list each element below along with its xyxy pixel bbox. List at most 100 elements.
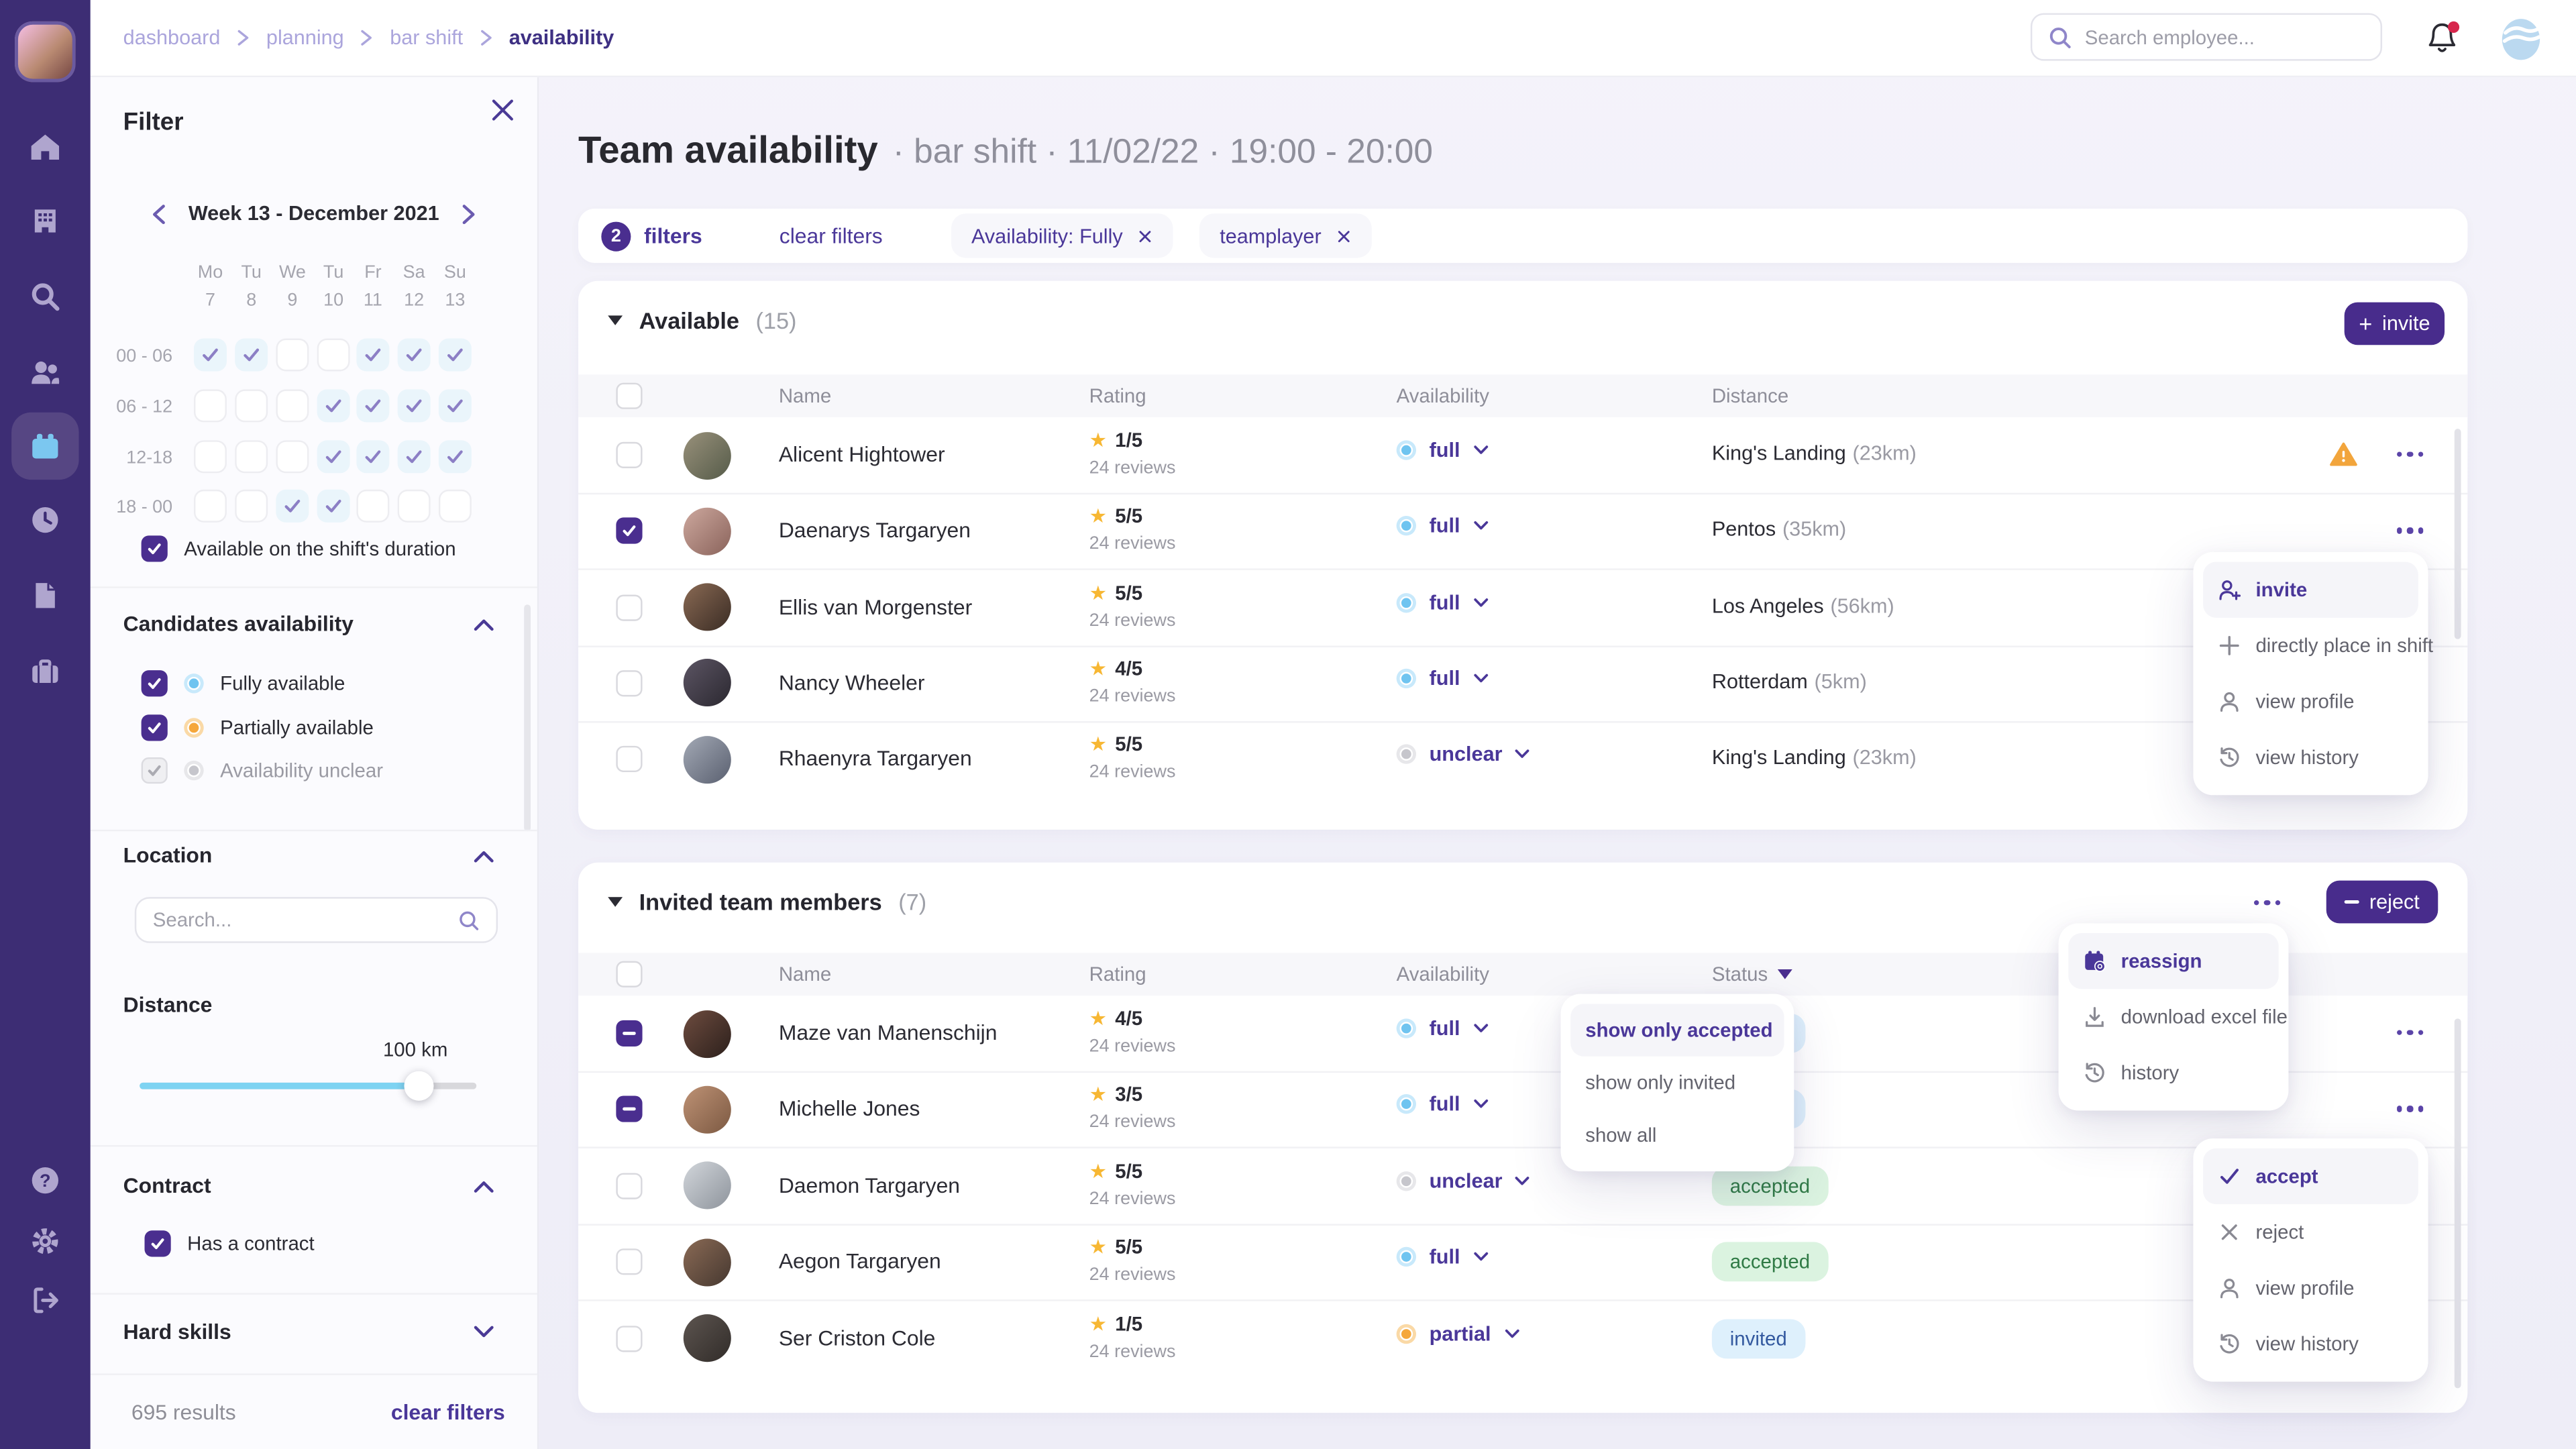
calendar-cell[interactable] — [276, 338, 309, 372]
calendar-cell[interactable] — [317, 338, 350, 372]
availability-select[interactable]: full — [1396, 1246, 1489, 1269]
availability-select[interactable]: full — [1396, 667, 1489, 690]
panel-scrollbar[interactable] — [524, 604, 531, 832]
row-more-menu-icon[interactable] — [2394, 1024, 2426, 1042]
remove-chip-icon[interactable] — [1138, 227, 1154, 244]
user-avatar[interactable] — [15, 21, 76, 83]
menu-item-reassign[interactable]: reassign — [2068, 933, 2279, 989]
checkbox[interactable] — [616, 1173, 643, 1199]
calendar-cell[interactable] — [317, 389, 350, 423]
calendar-cell[interactable] — [356, 389, 390, 423]
calendar-cell[interactable] — [235, 389, 268, 423]
reject-button[interactable]: reject — [2326, 880, 2438, 924]
collapse-caret-icon[interactable] — [608, 897, 623, 907]
menu-item-show-all[interactable]: show all — [1570, 1109, 1784, 1161]
invited-table-row[interactable]: Ser Criston Cole ★ 1/5 24 reviews partial inv… — [578, 1301, 2467, 1377]
chevron-right-icon[interactable] — [462, 203, 477, 224]
close-icon[interactable] — [490, 97, 516, 123]
menu-item-download-excel-file[interactable]: download excel file — [2068, 989, 2288, 1044]
menu-item-view-history[interactable]: view history — [2203, 729, 2418, 785]
checkbox[interactable] — [141, 757, 168, 784]
calendar-cell[interactable] — [317, 440, 350, 474]
calendar-cell[interactable] — [356, 338, 390, 372]
sidebar-item-document[interactable] — [11, 562, 78, 629]
calendar-cell[interactable] — [276, 489, 309, 523]
sidebar-item-help[interactable]: ? — [11, 1146, 78, 1214]
calendar-cell[interactable] — [317, 489, 350, 523]
available-table-row[interactable]: Alicent Hightower ★ 1/5 24 reviews full King'… — [578, 417, 2468, 495]
available-table-row[interactable]: Ellis van Morgenster ★ 5/5 24 reviews full Lo… — [578, 570, 2468, 647]
remove-chip-icon[interactable] — [1336, 227, 1352, 244]
availability-select[interactable]: full — [1396, 1093, 1489, 1116]
row-more-menu-icon[interactable] — [2394, 445, 2426, 464]
breadcrumb-item-availability[interactable]: availability — [508, 26, 614, 50]
sidebar-item-briefcase[interactable] — [11, 637, 78, 704]
has-contract-checkbox[interactable]: Has a contract — [144, 1230, 315, 1257]
checkbox[interactable] — [616, 441, 643, 468]
collapse-caret-icon[interactable] — [608, 315, 623, 325]
checkbox[interactable] — [616, 518, 643, 545]
chevron-down-icon[interactable] — [473, 1324, 494, 1339]
filter-chip[interactable]: Availability: Fully — [951, 213, 1174, 258]
menu-item-view-profile[interactable]: view profile — [2203, 674, 2418, 729]
availability-select[interactable]: unclear — [1396, 743, 1531, 766]
sidebar-item-logout[interactable] — [11, 1267, 78, 1334]
sidebar-item-home[interactable] — [11, 113, 78, 180]
calendar-cell[interactable] — [193, 489, 227, 523]
checkbox[interactable] — [141, 535, 168, 562]
calendar-cell[interactable] — [276, 389, 309, 423]
slider-thumb[interactable] — [404, 1071, 434, 1101]
available-table-row[interactable]: Nancy Wheeler ★ 4/5 24 reviews full Rotterdam… — [578, 645, 2468, 723]
availability-select[interactable]: unclear — [1396, 1169, 1531, 1192]
menu-item-view-profile[interactable]: view profile — [2203, 1260, 2418, 1316]
notifications-bell-icon[interactable] — [2426, 21, 2460, 56]
availability-select[interactable]: full — [1396, 515, 1489, 538]
clear-filters-link[interactable]: clear filters — [390, 1399, 505, 1425]
calendar-cell[interactable] — [397, 389, 431, 423]
shift-duration-checkbox[interactable]: Available on the shift's duration — [141, 535, 456, 562]
availability-option-partial[interactable]: Partially available — [141, 714, 374, 741]
calendar-cell[interactable] — [438, 489, 472, 523]
calendar-cell[interactable] — [397, 338, 431, 372]
calendar-cell[interactable] — [193, 440, 227, 474]
table-scrollbar[interactable] — [2454, 1018, 2461, 1389]
select-all-checkbox[interactable] — [616, 961, 643, 987]
availability-option-full[interactable]: Fully available — [141, 670, 345, 697]
breadcrumb-item-planning[interactable]: planning — [266, 26, 344, 50]
chevron-left-icon[interactable] — [151, 203, 166, 224]
availability-option-unclear[interactable]: Availability unclear — [141, 757, 383, 784]
clear-filters-button[interactable]: clear filters — [779, 223, 883, 248]
breadcrumb-item-dashboard[interactable]: dashboard — [123, 26, 221, 50]
sidebar-item-clock[interactable] — [11, 486, 78, 553]
calendar-cell[interactable] — [276, 440, 309, 474]
menu-item-history[interactable]: history — [2068, 1045, 2278, 1101]
available-table-row[interactable]: Rhaenyra Targaryen ★ 5/5 24 reviews unclear K… — [578, 722, 2467, 798]
availability-select[interactable]: full — [1396, 439, 1489, 462]
chevron-up-icon[interactable] — [473, 1179, 494, 1194]
column-status[interactable]: Status — [1712, 953, 1792, 996]
availability-select[interactable]: full — [1396, 591, 1489, 614]
sidebar-item-calendar[interactable] — [11, 412, 79, 480]
select-all-checkbox[interactable] — [616, 382, 643, 409]
breadcrumb-item-bar-shift[interactable]: bar shift — [390, 26, 464, 50]
calendar-cell[interactable] — [397, 489, 431, 523]
checkbox[interactable] — [616, 1325, 643, 1352]
calendar-cell[interactable] — [235, 440, 268, 474]
checkbox[interactable] — [616, 1248, 643, 1275]
checkbox[interactable] — [616, 594, 643, 621]
checkbox[interactable] — [144, 1230, 171, 1257]
location-search-input[interactable]: Search... — [134, 897, 498, 943]
checkbox[interactable] — [616, 669, 643, 697]
available-table-row[interactable]: Daenarys Targaryen ★ 5/5 24 reviews full Pent… — [578, 493, 2468, 571]
sidebar-item-users[interactable] — [11, 338, 78, 405]
menu-item-directly-place-in-shift[interactable]: directly place in shift — [2203, 618, 2433, 674]
invite-button[interactable]: + invite — [2344, 302, 2445, 345]
sidebar-item-building[interactable] — [11, 187, 78, 254]
checkbox[interactable] — [141, 714, 168, 741]
calendar-cell[interactable] — [438, 338, 472, 372]
row-more-menu-icon[interactable] — [2394, 1099, 2426, 1118]
menu-item-show-only-accepted[interactable]: show only accepted — [1570, 1004, 1784, 1057]
chevron-up-icon[interactable] — [473, 618, 494, 633]
checkbox[interactable] — [141, 670, 168, 697]
table-scrollbar[interactable] — [2454, 429, 2461, 639]
